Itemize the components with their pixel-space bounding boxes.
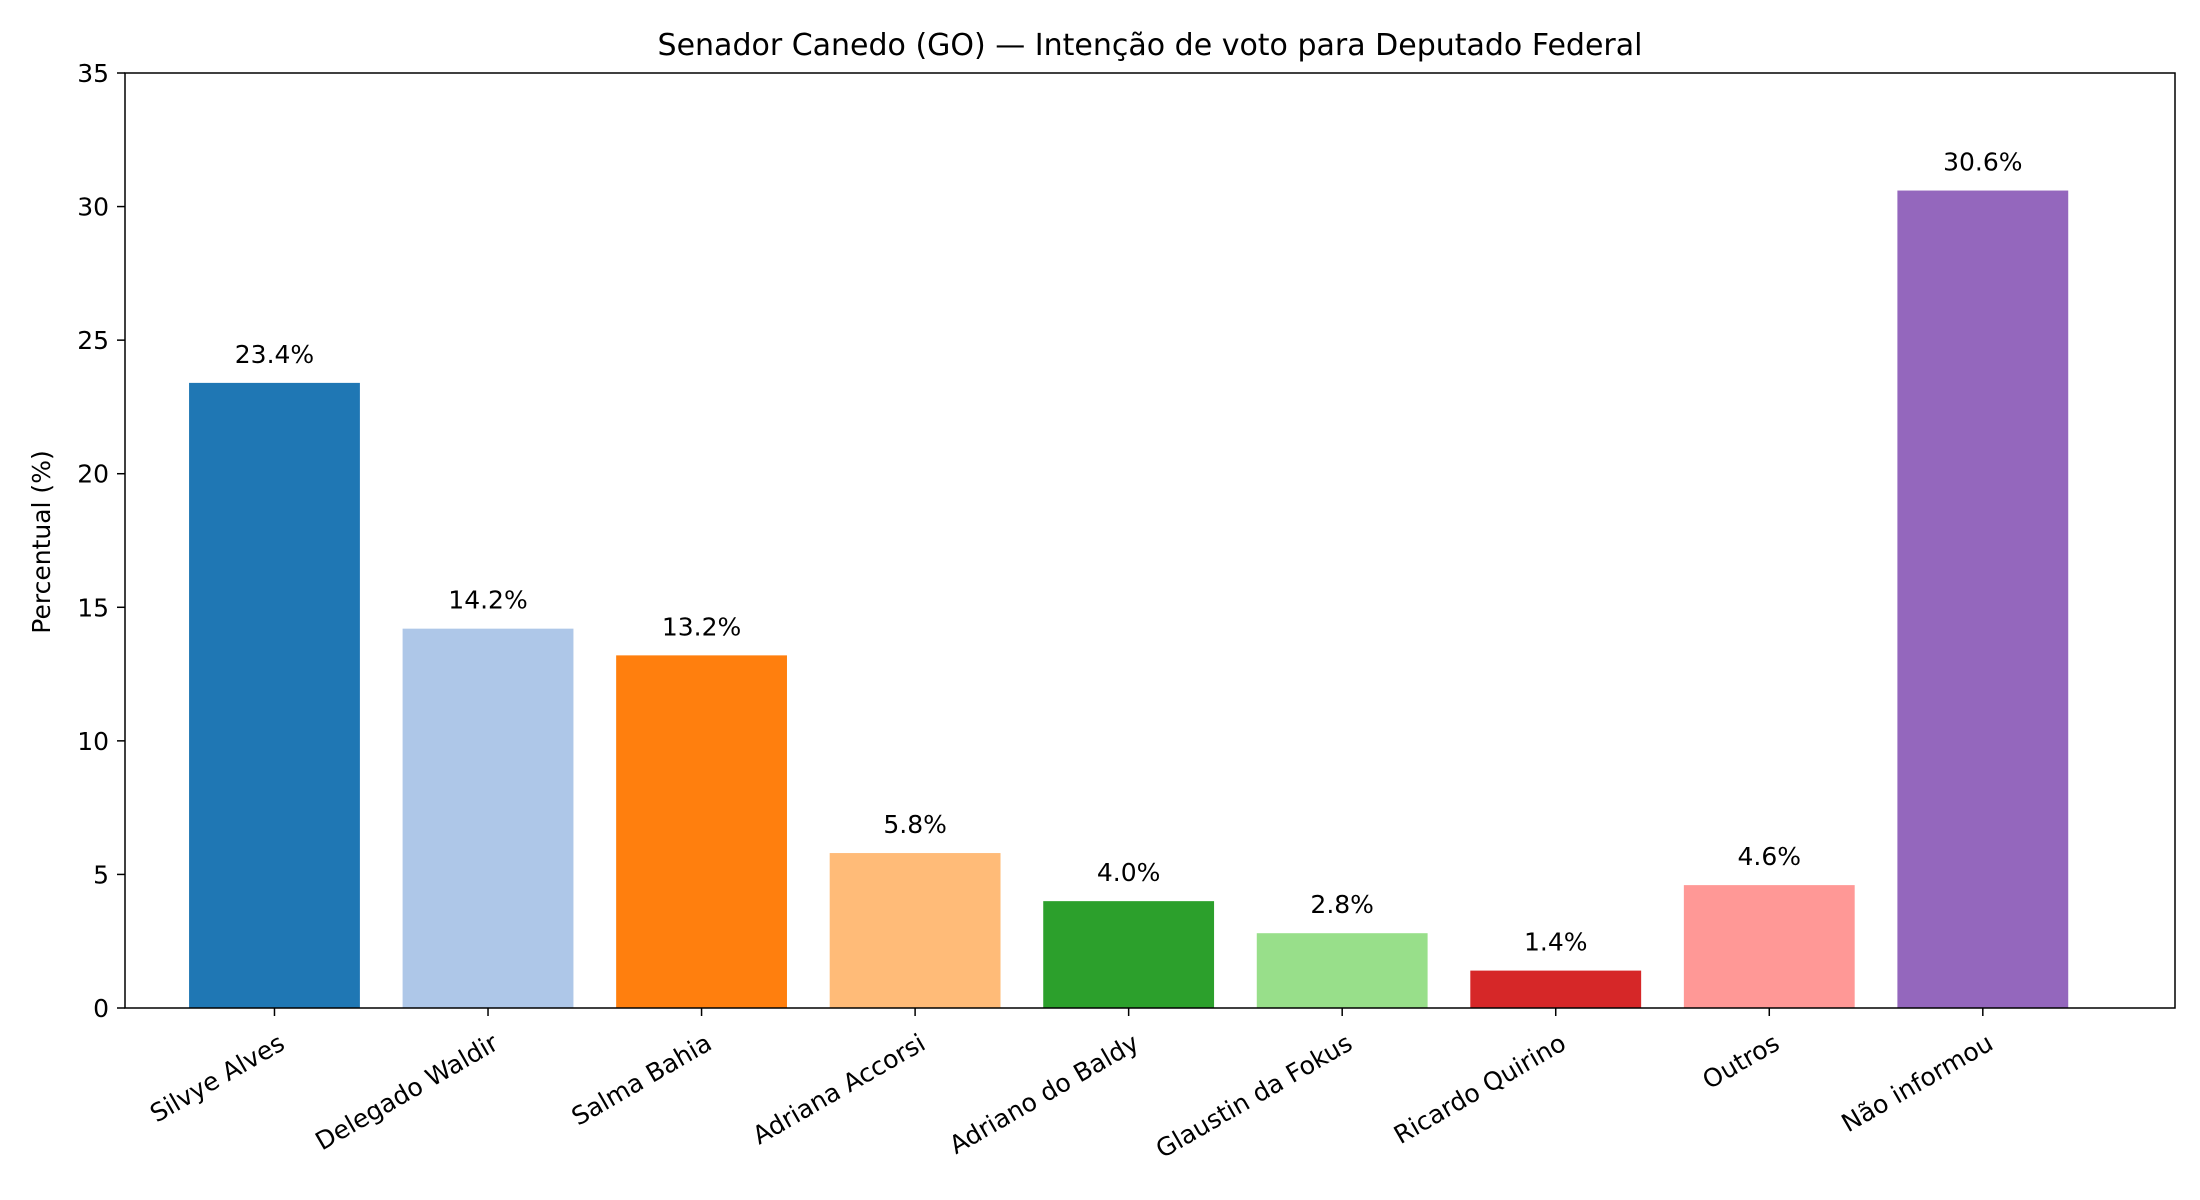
- bar: [1683, 885, 1855, 1008]
- y-tick-label: 20: [77, 460, 109, 489]
- y-tick-label: 15: [77, 593, 109, 622]
- x-tick-label: Não informou: [1837, 1028, 1998, 1138]
- data-label: 23.4%: [235, 340, 314, 369]
- bars-group: [189, 190, 2069, 1009]
- y-tick-label: 5: [93, 860, 109, 889]
- bar: [616, 655, 787, 1008]
- x-tick-label: Adriana Accorsi: [748, 1028, 930, 1150]
- x-tick-label: Salma Bahia: [567, 1028, 717, 1131]
- data-label: 1.4%: [1524, 928, 1588, 957]
- bar: [189, 382, 360, 1008]
- data-label: 4.0%: [1097, 858, 1161, 887]
- data-label: 4.6%: [1738, 842, 1802, 871]
- y-tick-label: 10: [77, 727, 109, 756]
- y-axis-label: Percentual (%): [27, 450, 56, 633]
- bar: [1256, 933, 1428, 1008]
- x-tick-label: Ricardo Quirino: [1389, 1028, 1571, 1150]
- data-label: 2.8%: [1310, 890, 1374, 919]
- x-tick-label: Delegado Waldir: [310, 1028, 503, 1156]
- data-label: 14.2%: [448, 586, 527, 615]
- x-tick-label: Silvye Alves: [145, 1028, 289, 1128]
- y-tick-label: 30: [77, 193, 109, 222]
- plot-frame: [124, 72, 2176, 1009]
- y-tick-label: 35: [77, 59, 109, 88]
- x-tick-label: Adriano do Baldy: [944, 1028, 1143, 1160]
- y-axis: 0 5 10 15 20 25 30 35: [77, 59, 125, 1023]
- data-label: 30.6%: [1943, 148, 2022, 177]
- data-labels-group: 23.4% 14.2% 13.2% 5.8% 4.0% 2.8% 1.4% 4.6% 30.6%: [235, 148, 2023, 957]
- bar: [829, 853, 1001, 1008]
- bar: [402, 628, 574, 1008]
- x-tick-label: Glaustin da Fokus: [1151, 1028, 1357, 1164]
- data-label: 5.8%: [883, 810, 947, 839]
- y-tick-label: 0: [93, 994, 109, 1023]
- x-axis: Silvye Alves Delegado Waldir Salma Bahia Ad…: [145, 1008, 1998, 1164]
- bar: [1470, 970, 1642, 1008]
- bar: [1043, 901, 1215, 1008]
- bar: [1897, 190, 2069, 1009]
- y-tick-label: 25: [77, 326, 109, 355]
- chart-title: Senador Canedo (GO) — Intenção de voto p…: [658, 28, 1643, 63]
- x-tick-label: Outros: [1698, 1028, 1785, 1095]
- data-label: 13.2%: [662, 612, 741, 641]
